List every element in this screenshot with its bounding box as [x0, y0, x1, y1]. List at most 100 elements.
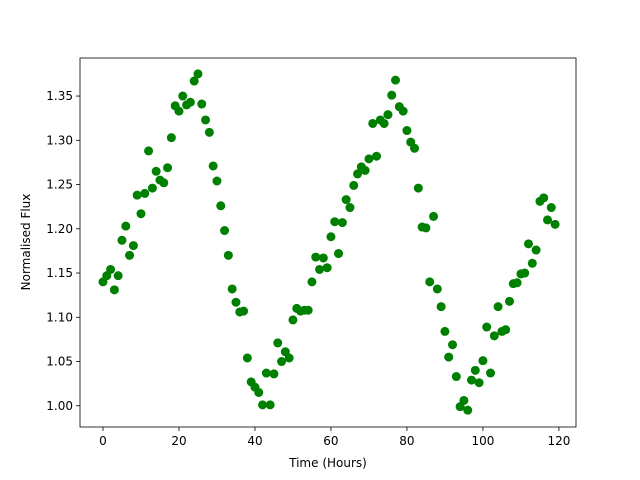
data-point — [391, 75, 401, 85]
data-point — [288, 315, 298, 325]
data-point — [185, 97, 195, 107]
y-tick-label: 1.15 — [46, 266, 73, 280]
data-point — [239, 306, 249, 316]
data-point — [486, 368, 496, 378]
data-point — [520, 268, 530, 278]
y-axis-label: Normalised Flux — [19, 194, 33, 291]
data-point — [144, 146, 154, 156]
data-point — [360, 165, 370, 175]
y-tick-label: 1.25 — [46, 178, 73, 192]
data-point — [432, 284, 442, 294]
y-tick-label: 1.20 — [46, 222, 73, 236]
data-point — [489, 331, 499, 341]
x-tick-label: 40 — [247, 434, 262, 448]
data-point — [315, 264, 325, 274]
y-tick-label: 1.10 — [46, 310, 73, 324]
data-point — [242, 353, 252, 363]
data-point — [482, 322, 492, 332]
data-point — [269, 369, 279, 379]
data-point — [368, 118, 378, 128]
data-point — [163, 163, 173, 173]
data-point — [159, 178, 169, 188]
data-point — [117, 235, 127, 245]
data-point — [106, 264, 116, 274]
data-point — [132, 190, 142, 200]
data-point — [493, 302, 503, 312]
data-point — [258, 400, 268, 410]
data-point — [231, 297, 241, 307]
data-point — [440, 326, 450, 336]
data-point — [174, 106, 184, 116]
data-point — [303, 305, 313, 315]
plot-frame — [79, 57, 577, 428]
data-point — [410, 143, 420, 153]
data-point — [197, 99, 207, 109]
data-point — [531, 245, 541, 255]
data-point — [413, 183, 423, 193]
data-point — [543, 215, 553, 225]
data-point — [261, 368, 271, 378]
data-point — [421, 223, 431, 233]
data-point — [227, 284, 237, 294]
data-point — [216, 201, 226, 211]
data-point — [425, 277, 435, 287]
data-point — [501, 325, 511, 335]
data-point — [550, 219, 560, 229]
data-point — [208, 161, 218, 171]
y-tick-label: 1.30 — [46, 133, 73, 147]
data-point — [284, 353, 294, 363]
data-point — [220, 226, 230, 236]
data-point — [478, 356, 488, 366]
data-point — [444, 352, 454, 362]
data-point — [189, 76, 199, 86]
data-point — [341, 195, 351, 205]
data-point — [265, 400, 275, 410]
data-point — [204, 127, 214, 137]
x-tick-label: 100 — [471, 434, 494, 448]
x-tick-label: 0 — [99, 434, 107, 448]
data-point — [474, 378, 484, 388]
data-point — [451, 372, 461, 382]
data-point — [512, 278, 522, 288]
data-point — [121, 221, 131, 231]
y-tick-label: 1.05 — [46, 355, 73, 369]
data-point — [463, 405, 473, 415]
data-point — [318, 253, 328, 263]
data-point — [277, 357, 287, 367]
data-point — [178, 91, 188, 101]
data-point — [113, 271, 123, 281]
data-point — [398, 106, 408, 116]
data-point — [345, 203, 355, 213]
data-point — [322, 263, 332, 273]
data-point — [334, 249, 344, 259]
x-tick-label: 120 — [547, 434, 570, 448]
data-point — [349, 180, 359, 190]
data-point — [402, 126, 412, 136]
data-point — [326, 232, 336, 242]
x-axis-label: Time (Hours) — [288, 456, 367, 470]
x-tick-label: 20 — [171, 434, 186, 448]
data-point — [436, 302, 446, 312]
data-point — [254, 387, 264, 397]
x-tick-label: 80 — [399, 434, 414, 448]
data-point — [223, 250, 233, 260]
y-tick-label: 1.35 — [46, 89, 73, 103]
data-point — [109, 285, 119, 295]
data-point — [125, 250, 135, 260]
data-point — [364, 154, 374, 164]
data-point — [136, 209, 146, 219]
data-point — [524, 239, 534, 249]
data-point — [546, 203, 556, 213]
data-point — [147, 183, 157, 193]
data-point — [353, 169, 363, 179]
data-point — [337, 218, 347, 228]
data-point — [166, 133, 176, 143]
data-point — [311, 252, 321, 262]
data-point — [212, 176, 222, 186]
data-point — [387, 90, 397, 100]
data-point — [429, 211, 439, 221]
data-point — [467, 375, 477, 385]
data-point — [372, 151, 382, 161]
data-point — [151, 166, 161, 176]
